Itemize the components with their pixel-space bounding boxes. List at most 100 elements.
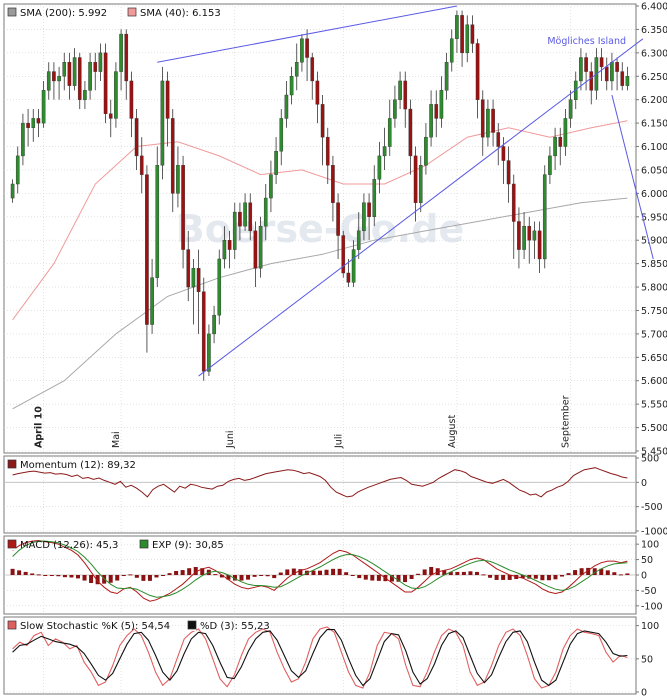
candle-body bbox=[393, 99, 397, 119]
candle-body bbox=[315, 80, 320, 105]
month-label: Juni bbox=[225, 431, 236, 449]
candle-body bbox=[279, 118, 284, 152]
macd-histogram-bar bbox=[481, 574, 486, 576]
trendline bbox=[157, 5, 458, 63]
macd-histogram-bar bbox=[62, 575, 67, 578]
candle-body bbox=[465, 24, 470, 54]
exp-line bbox=[12, 540, 628, 598]
macd-histogram-bar bbox=[599, 568, 604, 575]
macd-histogram-bar bbox=[23, 571, 28, 575]
macd-histogram-bar bbox=[121, 575, 126, 576]
macd-histogram-bar bbox=[154, 575, 159, 578]
macd-histogram-bar bbox=[370, 575, 375, 581]
macd-histogram-bar bbox=[422, 569, 427, 575]
macd-histogram-bar bbox=[448, 571, 453, 575]
candle-body bbox=[470, 24, 475, 44]
macd-histogram-bar bbox=[403, 575, 408, 583]
chart-panels: 6.400 6.350 6.300 6.250 6.200 6.150 6.100 6.050… bbox=[3, 2, 667, 699]
candle-body bbox=[460, 15, 464, 54]
macd-histogram-bar bbox=[180, 570, 185, 575]
candle-body bbox=[475, 43, 480, 100]
macd-histogram-bar bbox=[193, 566, 198, 575]
legend-swatch bbox=[7, 459, 17, 469]
macd-histogram-bar bbox=[455, 571, 460, 575]
candle-body bbox=[346, 272, 351, 283]
macd-histogram-bar bbox=[82, 575, 87, 581]
candle-body bbox=[170, 118, 175, 194]
month-label: Juli bbox=[333, 434, 344, 449]
candle-body bbox=[258, 225, 263, 269]
legend-label: Momentum (12): 89,32 bbox=[20, 460, 136, 471]
macd-histogram-bar bbox=[17, 570, 22, 575]
candle-body bbox=[382, 146, 387, 157]
macd-histogram-bar bbox=[115, 575, 120, 581]
macd-histogram-bar bbox=[108, 575, 113, 583]
macd-histogram-bar bbox=[337, 568, 342, 575]
macd-histogram-bar bbox=[586, 567, 591, 575]
macd-histogram-bar bbox=[89, 575, 94, 584]
ytick-label: 0 bbox=[641, 688, 647, 699]
macd-histogram-bar bbox=[10, 568, 15, 575]
macd-histogram-bar bbox=[239, 575, 244, 581]
candle-body bbox=[119, 33, 123, 72]
candle-body bbox=[341, 235, 346, 274]
macd-histogram-bar bbox=[311, 570, 316, 575]
candle-body bbox=[532, 230, 537, 241]
ytick-label: 0 bbox=[641, 478, 647, 489]
macd-histogram-bar bbox=[161, 575, 166, 576]
candle-body bbox=[439, 90, 444, 119]
candle-body bbox=[160, 80, 165, 166]
candle-body bbox=[305, 38, 309, 58]
candle-body bbox=[398, 80, 402, 100]
candle-body bbox=[413, 155, 418, 203]
candle-body bbox=[558, 136, 563, 147]
macd-histogram-bar bbox=[298, 569, 303, 575]
macd-histogram-bar bbox=[318, 570, 322, 575]
candle-body bbox=[300, 38, 304, 63]
macd-histogram-bar bbox=[507, 575, 512, 580]
candle-body bbox=[176, 165, 180, 194]
macd-histogram-bar bbox=[75, 575, 80, 579]
candle-body bbox=[150, 277, 154, 325]
candle-body bbox=[57, 76, 61, 82]
candle-body bbox=[372, 179, 377, 217]
month-label: September bbox=[561, 395, 572, 448]
ytick-label: 6.400 bbox=[641, 2, 667, 13]
sma200-line bbox=[12, 197, 628, 410]
macd-histogram-bar bbox=[429, 566, 434, 575]
legend-swatch bbox=[7, 620, 17, 630]
candle-body bbox=[145, 174, 149, 325]
ytick-label: 6.200 bbox=[641, 95, 667, 106]
price-panel-content: April 10 Mai Juni Juli August September Boerse… bbox=[10, 4, 654, 453]
macd-histogram-bar bbox=[527, 575, 532, 579]
ytick-label: 5.650 bbox=[641, 353, 667, 364]
candle-body bbox=[227, 240, 232, 250]
candle-body bbox=[418, 165, 423, 203]
ytick-label: 6.050 bbox=[641, 165, 667, 176]
momentum-line bbox=[12, 467, 628, 498]
candle-body bbox=[284, 94, 289, 119]
macd-histogram-bar bbox=[592, 568, 597, 575]
month-label: April 10 bbox=[34, 406, 45, 448]
macd-histogram-bar bbox=[474, 571, 479, 575]
candle-body bbox=[589, 71, 594, 91]
candle-body bbox=[294, 62, 299, 77]
macd-histogram-bar bbox=[278, 572, 283, 575]
macd-histogram-bar bbox=[350, 575, 355, 576]
candle-body bbox=[377, 155, 382, 180]
ytick-label: 6.150 bbox=[641, 119, 667, 130]
candle-body bbox=[186, 249, 191, 288]
ytick-label: 6.250 bbox=[641, 72, 667, 83]
macd-histogram-bar bbox=[187, 568, 192, 575]
candle-body bbox=[263, 197, 268, 227]
candle-body bbox=[248, 202, 253, 232]
candle-body bbox=[486, 108, 490, 138]
candle-body bbox=[222, 240, 227, 260]
macd-histogram-bar bbox=[625, 573, 630, 575]
candle-body bbox=[217, 258, 222, 316]
candle-body bbox=[212, 314, 216, 335]
candle-body bbox=[243, 202, 247, 227]
macd-histogram-bar bbox=[612, 572, 617, 575]
macd-histogram-bar bbox=[344, 572, 349, 575]
ytick-label: 6.100 bbox=[641, 142, 667, 153]
